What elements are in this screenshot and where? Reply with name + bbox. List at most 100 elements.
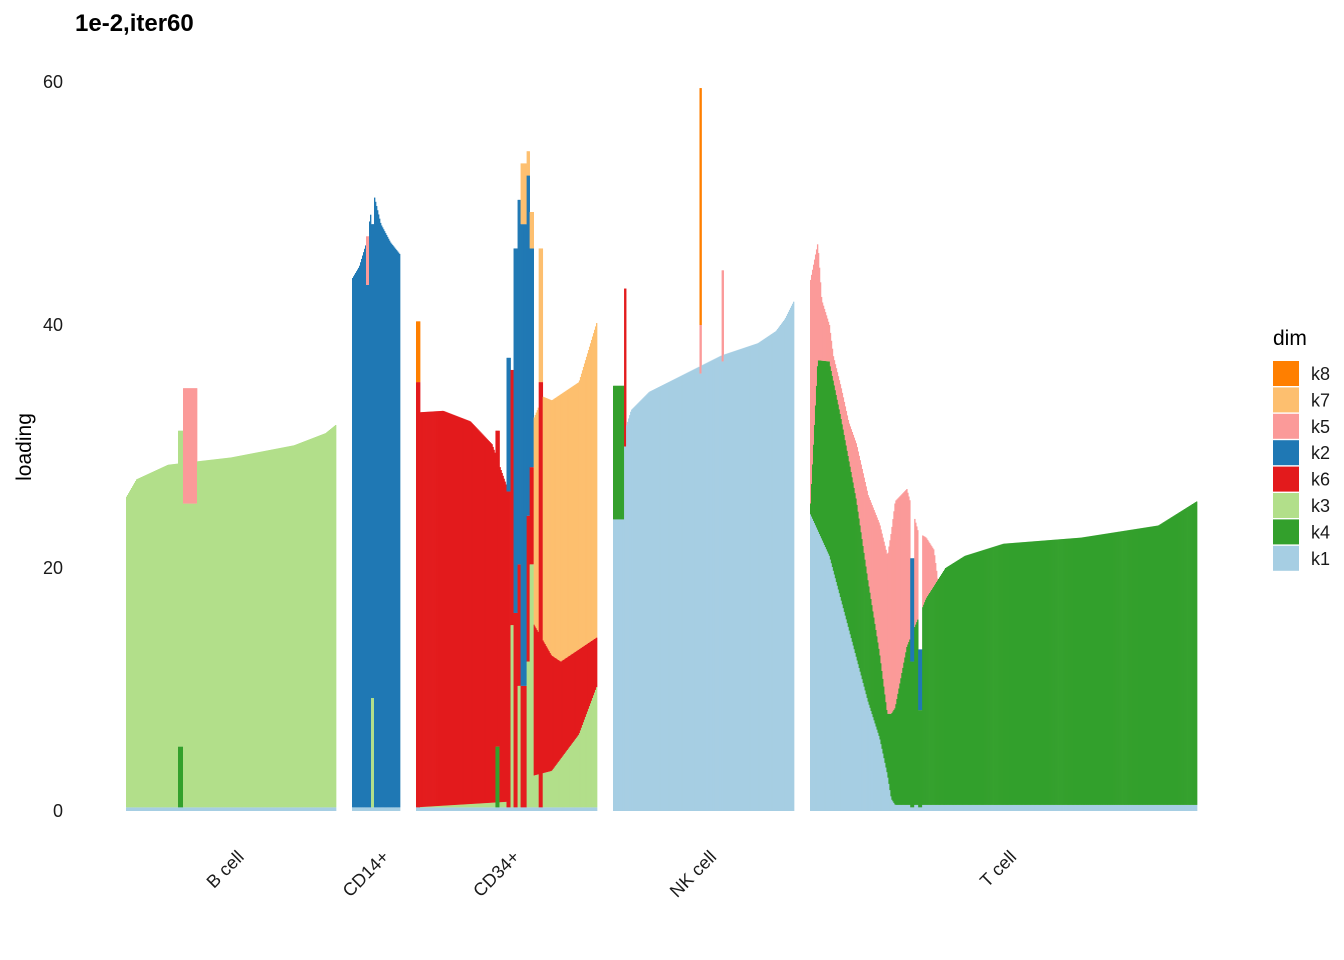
bar-segment-k3 — [499, 802, 501, 808]
bar-segment-k4 — [1160, 523, 1162, 805]
bar-segment-k4 — [1048, 540, 1050, 805]
bar-segment-k6 — [508, 491, 510, 808]
bar-segment-k4 — [1149, 526, 1151, 805]
bar-segment-k1 — [754, 344, 757, 811]
bar-segment-k1 — [176, 807, 178, 811]
bar-segment-k1 — [313, 807, 315, 811]
bar-segment-k1 — [293, 807, 295, 811]
bar-segment-k4 — [869, 592, 871, 708]
bar-segment-k6 — [500, 470, 502, 803]
bar-segment-k3 — [239, 455, 241, 808]
bar-segment-k1 — [1194, 804, 1196, 811]
bar-segment-k1 — [1110, 804, 1113, 811]
bar-segment-k1 — [527, 807, 529, 811]
bar-segment-k4 — [902, 667, 904, 805]
bar-segment-k1 — [690, 370, 692, 811]
bar-segment-k3 — [169, 464, 171, 808]
bar-segment-k6 — [451, 414, 453, 806]
bar-segment-k5 — [722, 270, 724, 362]
bar-segment-k1 — [930, 804, 932, 811]
bar-segment-k3 — [228, 457, 230, 808]
bar-segment-k5 — [924, 536, 926, 603]
bar-segment-k1 — [254, 807, 256, 811]
bar-segment-k5 — [904, 491, 906, 658]
bar-segment-k1 — [316, 807, 318, 811]
bar-segment-k1 — [674, 378, 676, 811]
bar-segment-k4 — [997, 545, 999, 805]
bar-segment-k3 — [201, 460, 203, 808]
bar-segment-k3 — [255, 452, 257, 808]
bar-segment-k3 — [517, 685, 519, 808]
bar-segment-k4 — [938, 578, 940, 805]
bar-segment-k6 — [580, 647, 583, 728]
bar-segment-k4 — [1013, 542, 1015, 805]
bar-segment-k1 — [138, 807, 140, 811]
bar-segment-k5 — [190, 388, 192, 504]
bar-segment-k3 — [592, 695, 595, 808]
bar-segment-k3 — [212, 459, 214, 808]
bar-segment-k3 — [428, 806, 430, 808]
bar-segment-k3 — [546, 772, 549, 808]
bar-segment-k1 — [388, 807, 390, 811]
bar-segment-k6 — [441, 410, 443, 806]
bar-segment-k4 — [1169, 518, 1171, 805]
bar-segment-k1 — [1141, 804, 1143, 811]
bar-segment-k1 — [574, 807, 577, 811]
bar-segment-k1 — [961, 804, 964, 811]
bar-segment-k5 — [817, 253, 820, 361]
bar-segment-k1 — [418, 807, 420, 811]
bar-segment-k1 — [382, 807, 384, 811]
bar-segment-k4 — [1043, 540, 1045, 805]
bar-segment-k4 — [961, 557, 964, 805]
bar-segment-k3 — [533, 775, 536, 808]
bar-segment-k1 — [775, 330, 778, 811]
bar-segment-k5 — [934, 555, 936, 586]
bar-segment-k1 — [886, 772, 888, 811]
bar-segment-k1 — [1009, 804, 1011, 811]
bar-segment-k1 — [373, 807, 375, 811]
bar-segment-k4 — [930, 591, 932, 805]
bar-segment-k6 — [440, 410, 442, 806]
bar-segment-k5 — [847, 419, 850, 456]
bar-segment-k4 — [1070, 538, 1073, 805]
bar-segment-k1 — [203, 807, 205, 811]
bar-segment-k5 — [868, 497, 870, 587]
bar-segment-k5 — [195, 388, 197, 504]
bar-segment-k6 — [624, 288, 626, 447]
bar-segment-k1 — [900, 804, 902, 811]
bar-segment-k3 — [161, 467, 163, 808]
bar-segment-k1 — [495, 807, 497, 811]
bar-segment-k2 — [361, 258, 363, 808]
bar-segment-k3 — [302, 442, 304, 808]
bar-segment-k6 — [518, 564, 520, 686]
bar-segment-k1 — [1071, 804, 1074, 811]
bar-segment-k1 — [503, 807, 505, 811]
bar-segment-k1 — [398, 807, 400, 811]
bar-segment-k1 — [869, 707, 871, 811]
bar-segment-k6 — [453, 414, 455, 806]
bar-segment-k3 — [269, 450, 271, 808]
bar-segment-k7 — [588, 346, 591, 643]
bar-segment-k6 — [473, 425, 475, 804]
y-axis-label: loading — [13, 413, 36, 481]
bar-segment-k2 — [526, 175, 528, 516]
bar-segment-k3 — [423, 806, 425, 808]
bar-segment-k1 — [572, 807, 575, 811]
bar-segment-k1 — [427, 807, 429, 811]
bar-segment-k1 — [461, 807, 463, 811]
bar-segment-k1 — [630, 411, 632, 811]
bar-segment-k1 — [421, 807, 423, 811]
bar-segment-k1 — [959, 804, 962, 811]
bar-segment-k3 — [551, 770, 554, 808]
bar-segment-k1 — [680, 375, 682, 811]
bar-segment-k3 — [132, 486, 134, 808]
bar-segment-k1 — [224, 807, 226, 811]
bar-segment-k1 — [658, 387, 660, 811]
bar-segment-k1 — [929, 804, 931, 811]
bar-segment-k2 — [385, 233, 387, 808]
bar-segment-k1 — [355, 807, 357, 811]
bar-segment-k3 — [179, 430, 181, 747]
bar-segment-k1 — [651, 390, 653, 811]
bar-segment-k1 — [833, 574, 836, 811]
bar-segment-k3 — [177, 463, 179, 808]
